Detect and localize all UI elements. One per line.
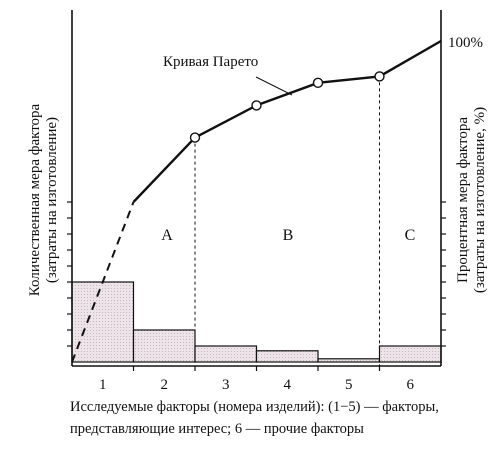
x-axis-caption-line2: представляющие интерес; 6 — прочие факто…: [70, 421, 364, 437]
x-tick-label-2: 2: [161, 377, 169, 393]
curve-layer: [71, 39, 442, 363]
y-axis-label-right-line2: (затраты на изготовление, %): [472, 106, 488, 294]
y-axis-label-left-line2: (затраты на изготовление): [44, 116, 60, 284]
bar-2: [132, 329, 196, 363]
labels-layer: 1 2 3 4 5 6 Кривая Парето 100% A B C: [99, 35, 483, 393]
guides-layer: [194, 76, 380, 366]
y-axis-label-left-line1: Количественная мера фактора: [27, 103, 43, 297]
bar-6: [378, 345, 442, 363]
pareto-marker-1: [189, 132, 201, 143]
bar-1: [71, 281, 135, 363]
pareto-curve: [132, 39, 442, 203]
zone-label-C: C: [405, 227, 416, 244]
pareto-curve-leader: [255, 76, 293, 96]
bar-4: [255, 350, 319, 363]
bar-5: [317, 358, 381, 363]
zone-label-A: A: [161, 227, 173, 244]
x-tick-label-4: 4: [284, 377, 292, 393]
x-tick-label-1: 1: [99, 377, 107, 393]
x-tick-label-6: 6: [407, 377, 415, 393]
x-tick-label-5: 5: [345, 377, 353, 393]
x-axis-caption-line1: Исследуемые факторы (номера изделий): (1…: [70, 399, 439, 415]
pareto-dashed-start: [71, 201, 135, 363]
pareto-marker-2: [251, 100, 262, 111]
right-axis-100-label: 100%: [448, 35, 483, 51]
y-axis-label-right-line1: Процентная мера фактора: [455, 117, 471, 283]
bar-3: [194, 345, 258, 363]
pareto-curve-label: Кривая Парето: [163, 54, 258, 70]
y-axis-label-left: Количественная мера фактора (затраты на …: [27, 104, 61, 296]
pareto-marker-3: [312, 77, 324, 89]
x-tick-label-3: 3: [222, 377, 230, 393]
zone-label-B: B: [283, 227, 294, 244]
y-axis-label-right: Процентная мера фактора (затраты на изго…: [455, 107, 489, 293]
axes-layer: [67, 10, 446, 371]
bars-layer: [71, 281, 442, 363]
pareto-marker-4: [374, 71, 385, 82]
